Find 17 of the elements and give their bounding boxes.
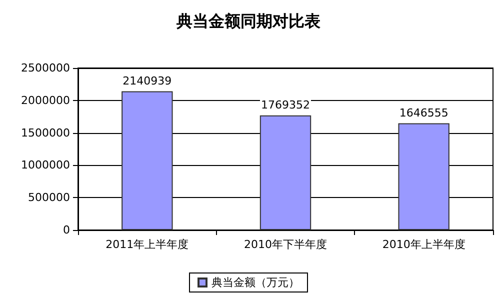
y-tick-label: 2500000 xyxy=(21,62,70,74)
x-tick-label: 2010年下半年度 xyxy=(244,238,327,251)
x-tick-label: 2011年上半年度 xyxy=(106,238,189,251)
data-label: 1769352 xyxy=(261,98,310,112)
legend-label: 典当金额（万元） xyxy=(212,276,300,289)
y-tick-label: 2000000 xyxy=(21,94,70,107)
bar xyxy=(398,123,450,230)
data-label: 2140939 xyxy=(122,74,172,88)
chart-title: 典当金额同期对比表 xyxy=(176,12,322,30)
bar xyxy=(260,115,312,230)
y-tick-label: 0 xyxy=(63,224,70,236)
x-tick-label: 2010年上半年度 xyxy=(382,238,466,251)
bar xyxy=(122,91,173,230)
data-label: 1646555 xyxy=(399,106,448,120)
y-tick-label: 500000 xyxy=(28,191,70,204)
y-tick-label: 1000000 xyxy=(21,158,70,172)
y-tick-label: 1500000 xyxy=(21,126,70,140)
